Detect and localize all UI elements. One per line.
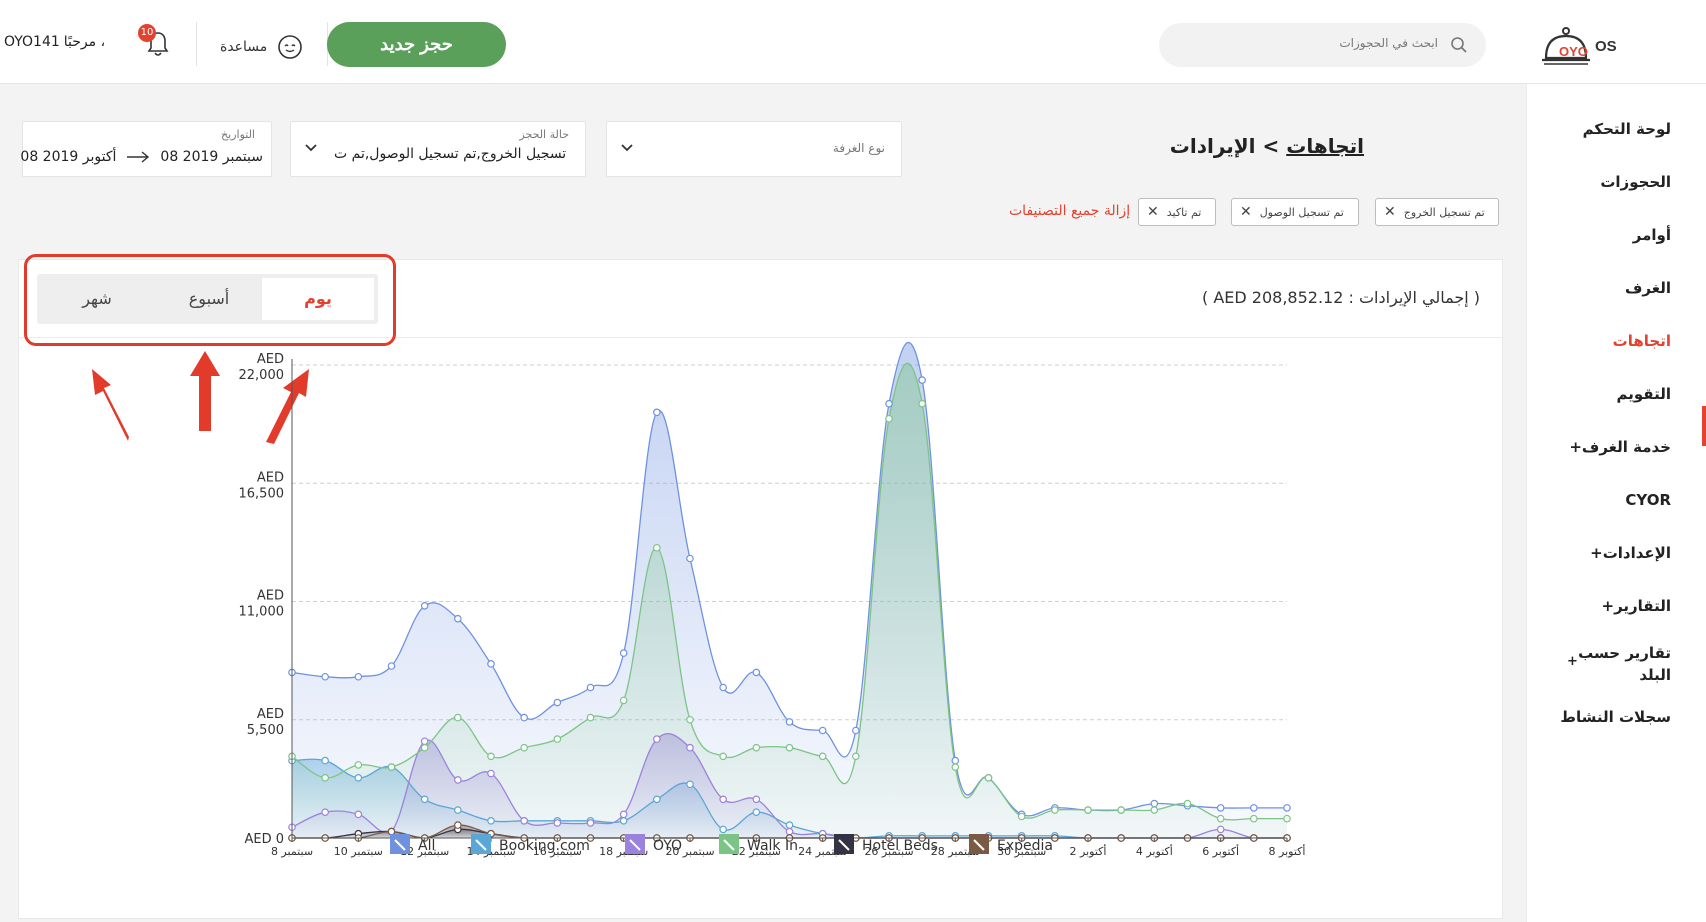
greeting: OYO141 مرحبًا ، xyxy=(4,34,105,50)
close-icon[interactable]: ✕ xyxy=(1384,204,1396,220)
chevron-down-icon xyxy=(621,144,633,152)
search-placeholder: ابحث في الحجوزات xyxy=(1339,36,1438,50)
expand-plus-icon[interactable]: + xyxy=(1567,654,1578,669)
sidebar-item-dashboard[interactable]: لوحة التحكم xyxy=(1582,120,1671,138)
booking-status-label: حالة الحجز xyxy=(519,128,569,141)
sidebar-item-cyor[interactable]: CYOR xyxy=(1625,491,1671,509)
breadcrumb-current: الإيرادات xyxy=(1169,134,1256,158)
top-header: OYO141 مرحبًا ، 10 مساعدة حجز جديد ابحث … xyxy=(0,0,1706,84)
search-input[interactable]: ابحث في الحجوزات xyxy=(1159,23,1486,67)
new-booking-button[interactable]: حجز جديد xyxy=(327,22,506,67)
total-revenue: ( إجمالي الإيرادات : AED 208,852.12 ) xyxy=(1202,288,1480,307)
page-title: اتجاهات > الإيرادات xyxy=(1170,134,1364,158)
sidebar-item-orders[interactable]: أوامر xyxy=(1632,226,1671,244)
breadcrumb-trends-link[interactable]: اتجاهات xyxy=(1286,134,1364,158)
logo-suffix: OS xyxy=(1595,38,1617,55)
annotation-highlight-box xyxy=(24,254,396,346)
period-toggle: شهر أسبوع يوم xyxy=(37,274,378,324)
tab-day[interactable]: يوم xyxy=(262,278,374,320)
date-range-value: 08 أكتوبر 2019 08 سبتمبر 2019 xyxy=(20,149,263,165)
date-to: 08 أكتوبر 2019 xyxy=(20,149,117,165)
header-divider xyxy=(196,22,197,66)
sidebar-item-country-reports[interactable]: تقارير حسب xyxy=(1578,644,1671,662)
room-type-label: نوع الغرفة xyxy=(832,141,885,155)
sidebar-item-settings[interactable]: الإعدادات+ xyxy=(1590,544,1671,562)
filter-chip[interactable]: ✕ تم تسجيل الوصول xyxy=(1231,198,1359,226)
booking-status-select[interactable]: حالة الحجز تم تسجيل الخروج,تم تسجيل الوص… xyxy=(290,121,586,177)
sidebar-item-activity-logs[interactable]: سجلات النشاط xyxy=(1560,708,1671,726)
sidebar: لوحة التحكم الحجوزات أوامر الغرف اتجاهات… xyxy=(1526,84,1706,922)
filter-chip[interactable]: ✕ تم تسجيل الخروج xyxy=(1375,198,1499,226)
greeting-text: مرحبًا ، xyxy=(63,34,106,50)
help-link[interactable]: مساعدة xyxy=(220,34,303,60)
user-id: OYO141 xyxy=(4,34,60,50)
oyo-os-logo[interactable]: OYO OS xyxy=(1540,20,1640,70)
chevron-down-icon xyxy=(305,144,317,152)
sidebar-item-calendar[interactable]: التقويم xyxy=(1616,385,1672,403)
sidebar-item-bookings[interactable]: الحجوزات xyxy=(1600,173,1671,191)
chip-label: تم تسجيل الوصول xyxy=(1259,205,1344,219)
notification-badge: 10 xyxy=(138,24,156,42)
close-icon[interactable]: ✕ xyxy=(1147,204,1159,220)
sidebar-item-reports[interactable]: التقارير+ xyxy=(1601,597,1672,615)
booking-status-value: تم تسجيل الخروج,تم تسجيل الوصول,تم ت xyxy=(334,146,569,162)
date-from: 08 سبتمبر 2019 xyxy=(160,149,263,165)
sidebar-item-room-service[interactable]: خدمة الغرف+ xyxy=(1569,438,1671,456)
revenue-chart-card: ( إجمالي الإيرادات : AED 208,852.12 ) شه… xyxy=(18,259,1503,919)
logo-text: OYO xyxy=(1559,44,1588,59)
clear-all-filters-link[interactable]: إزالة جميع التصنيفات xyxy=(1009,203,1131,219)
sidebar-item-country-reports-line2[interactable]: البلد xyxy=(1639,666,1671,684)
date-range-picker[interactable]: التواريخ 08 أكتوبر 2019 08 سبتمبر 2019 xyxy=(20,121,272,177)
sidebar-item-trends[interactable]: اتجاهات xyxy=(1612,332,1671,350)
dates-label: التواريخ xyxy=(221,128,255,141)
tab-month[interactable]: شهر xyxy=(82,289,112,308)
search-icon xyxy=(1451,37,1467,53)
card-divider xyxy=(19,337,1502,338)
sidebar-item-rooms[interactable]: الغرف xyxy=(1625,279,1671,297)
breadcrumb-separator: > xyxy=(1262,134,1280,158)
tab-week[interactable]: أسبوع xyxy=(188,289,230,308)
filter-chip[interactable]: ✕ تم تاكيد xyxy=(1138,198,1216,226)
support-face-icon xyxy=(278,35,303,59)
chip-label: تم تاكيد xyxy=(1166,205,1202,219)
room-type-select[interactable]: نوع الغرفة xyxy=(606,121,902,177)
chip-label: تم تسجيل الخروج xyxy=(1403,205,1485,219)
help-label: مساعدة xyxy=(220,39,268,55)
close-icon[interactable]: ✕ xyxy=(1240,204,1252,220)
active-indicator xyxy=(1702,406,1706,446)
arrow-right-icon xyxy=(127,151,150,163)
